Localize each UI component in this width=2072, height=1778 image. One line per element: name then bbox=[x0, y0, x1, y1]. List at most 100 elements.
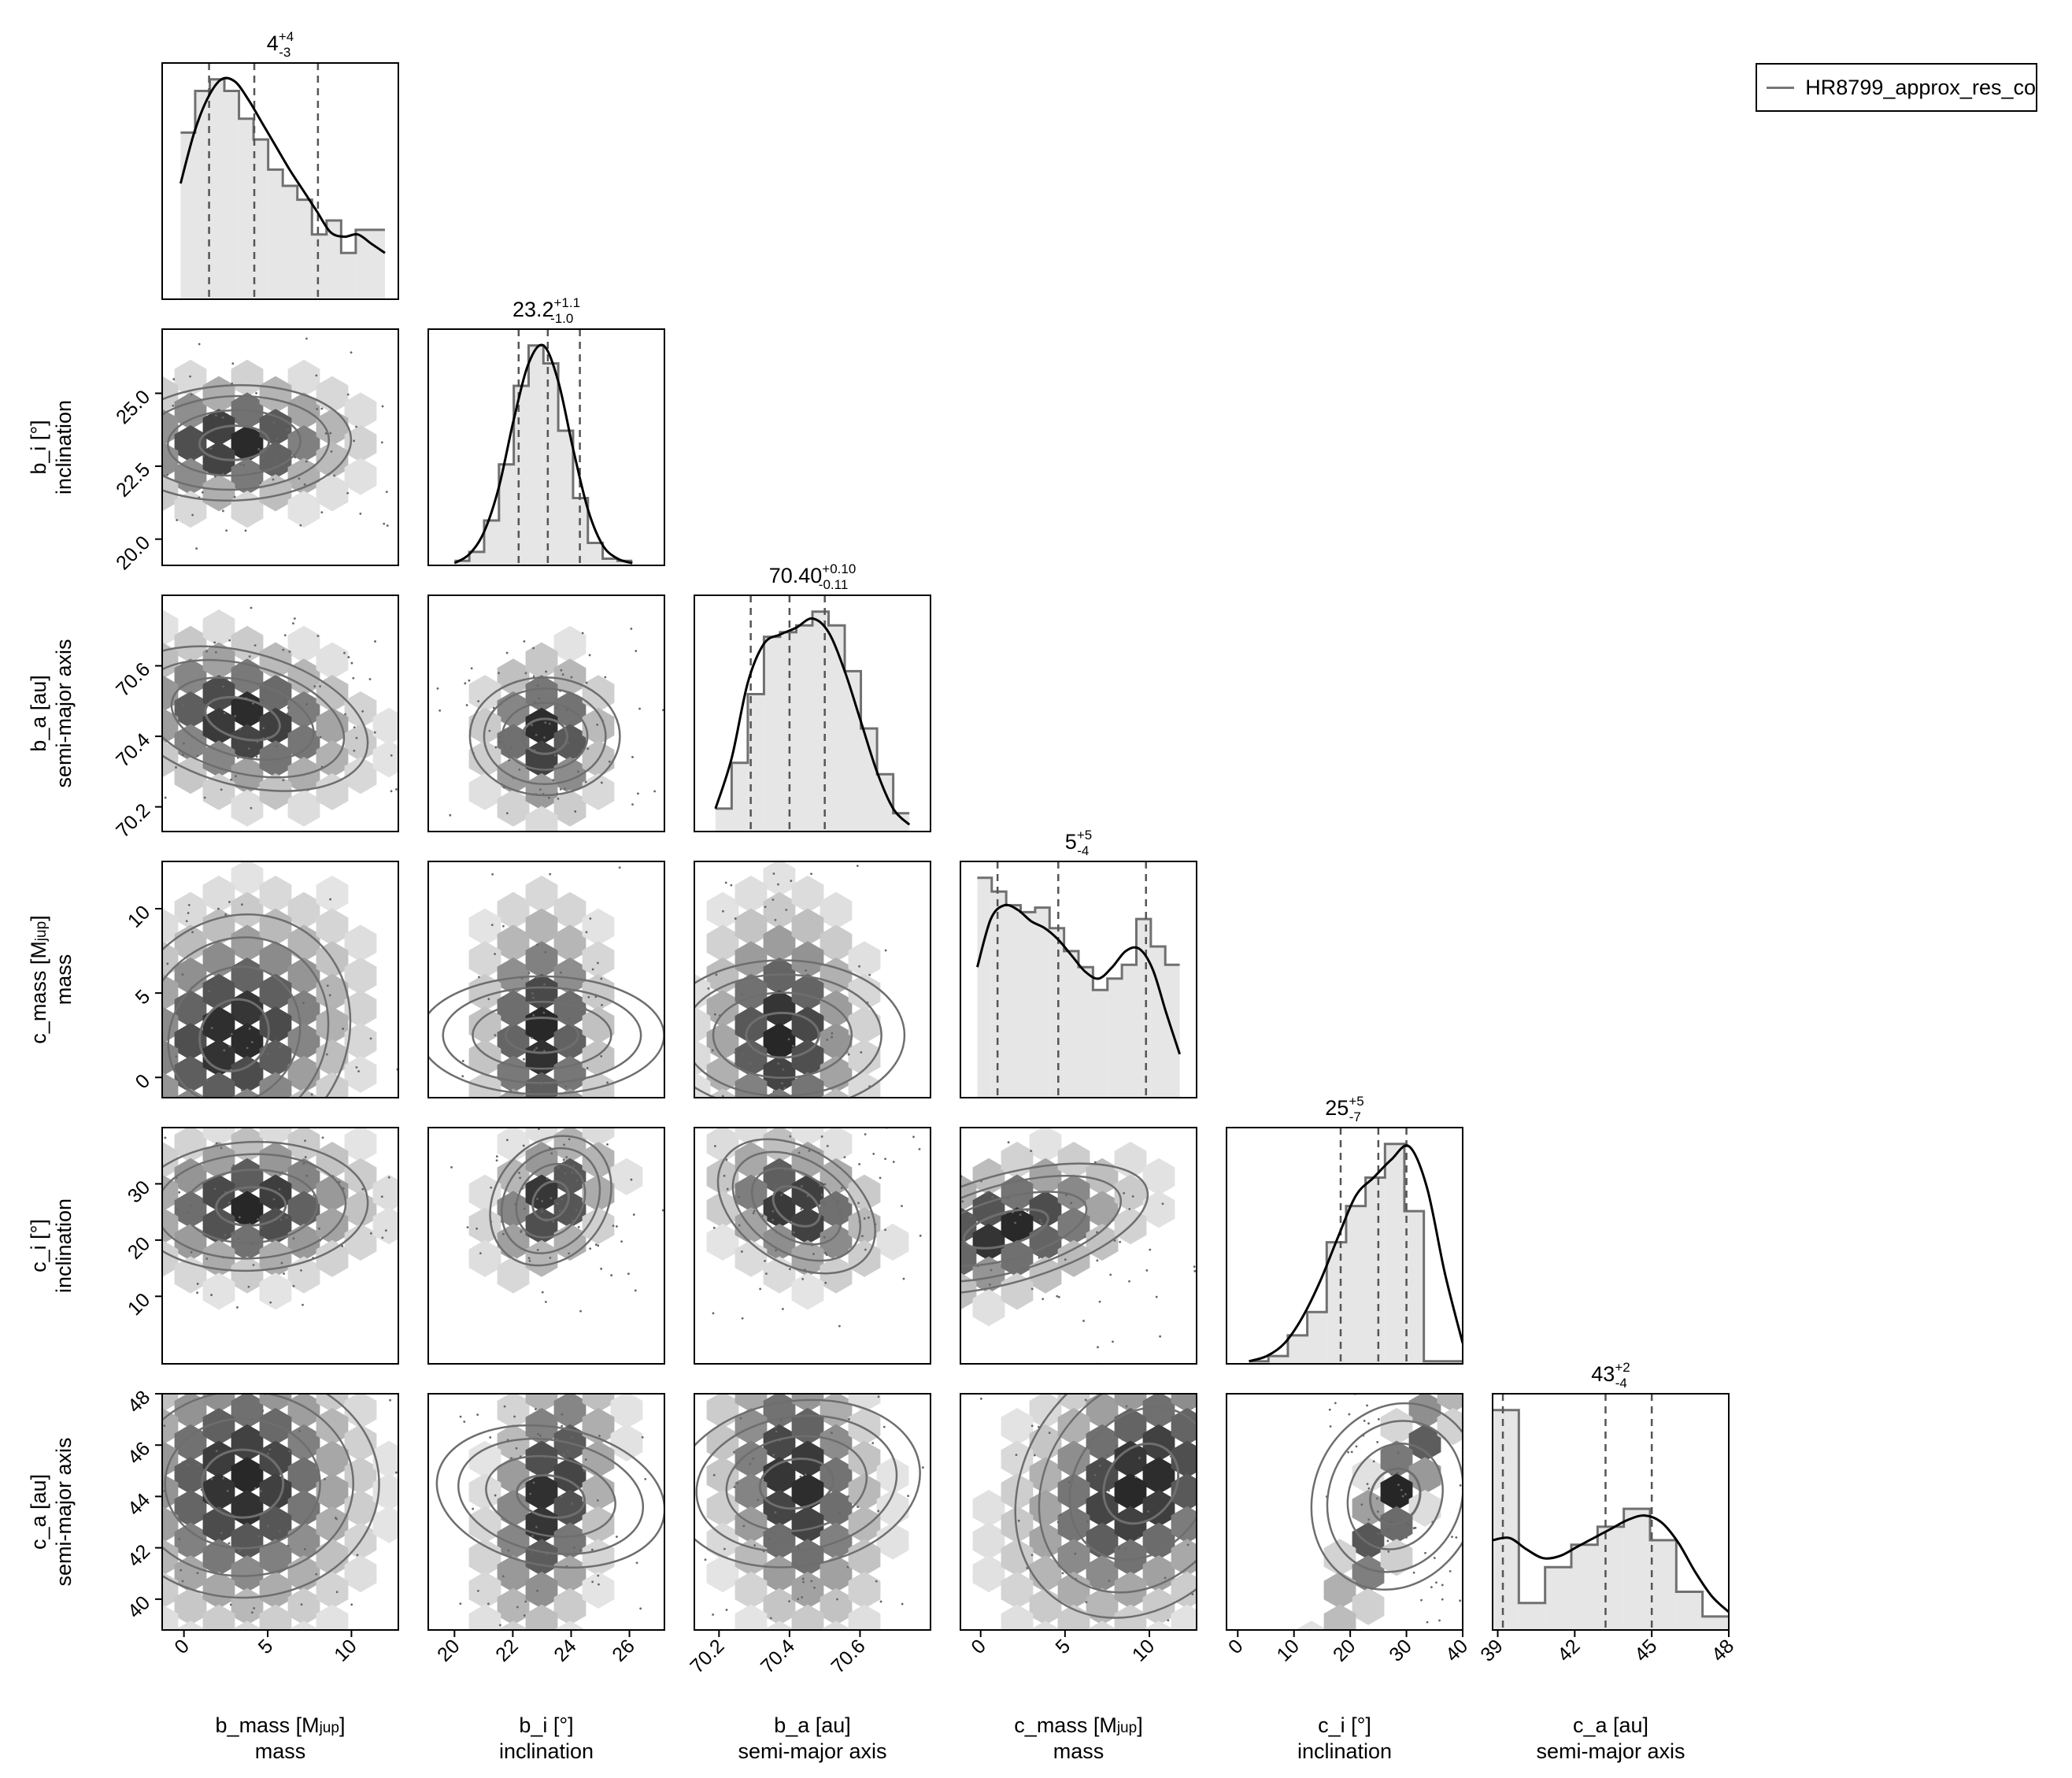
hexbin-cell bbox=[259, 1539, 292, 1576]
scatter-point bbox=[1101, 1348, 1104, 1350]
scatter-point bbox=[536, 1589, 539, 1592]
scatter-point bbox=[760, 1143, 763, 1146]
scatter-point bbox=[544, 950, 547, 954]
scatter-point bbox=[876, 1172, 879, 1174]
scatter-point bbox=[868, 973, 871, 976]
scatter-point bbox=[635, 1512, 638, 1514]
scatter-point bbox=[260, 1235, 262, 1239]
summary-plus: +5 bbox=[1077, 828, 1092, 843]
histogram-bar bbox=[1650, 1540, 1677, 1630]
scatter-point bbox=[31, 793, 33, 795]
scatter-point bbox=[146, 785, 149, 787]
scatter-point bbox=[294, 456, 297, 459]
scatter-point bbox=[568, 1138, 571, 1141]
scatter-point bbox=[1108, 1580, 1111, 1583]
scatter-point bbox=[679, 1154, 681, 1156]
scatter-point bbox=[1492, 1774, 1494, 1776]
x-axis-name: b_a [au] bbox=[774, 1713, 851, 1737]
scatter-point bbox=[156, 1199, 158, 1202]
hexbin-cell bbox=[525, 1440, 558, 1478]
scatter-point bbox=[536, 1198, 538, 1200]
hexbin-cell bbox=[118, 626, 150, 663]
contour-line bbox=[531, 1180, 570, 1221]
scatter-point bbox=[600, 1054, 603, 1058]
scatter-point bbox=[601, 1003, 603, 1006]
scatter-point bbox=[583, 1469, 586, 1472]
scatter-point bbox=[181, 1580, 184, 1583]
scatter-point bbox=[239, 463, 242, 465]
pair-frame bbox=[161, 861, 399, 1098]
scatter-point bbox=[475, 1227, 478, 1230]
scatter-point bbox=[1158, 1370, 1160, 1372]
scatter-point bbox=[506, 1114, 509, 1117]
scatter-point bbox=[495, 1155, 498, 1158]
scatter-point bbox=[19, 980, 21, 982]
scatter-point bbox=[1449, 1570, 1452, 1572]
scatter-point bbox=[879, 1176, 882, 1180]
hexbin-cell bbox=[231, 861, 264, 897]
hexbin-cell bbox=[316, 1072, 349, 1098]
x-tick-label: 10 bbox=[1128, 1635, 1159, 1665]
scatter-point bbox=[316, 408, 319, 410]
scatter-point bbox=[456, 1330, 458, 1332]
scatter-point bbox=[1191, 1593, 1194, 1595]
contour-line bbox=[162, 1153, 347, 1260]
scatter-point bbox=[281, 1654, 283, 1657]
scatter-point bbox=[912, 1135, 915, 1139]
scatter-point bbox=[1424, 1551, 1426, 1554]
hexbin-cell bbox=[316, 1006, 349, 1044]
scatter-point bbox=[712, 1303, 714, 1306]
diag-inner bbox=[453, 329, 633, 565]
scatter-point bbox=[1256, 1461, 1259, 1464]
scatter-point bbox=[158, 1404, 161, 1406]
hexbin-cell bbox=[174, 359, 207, 397]
hexbin-cell bbox=[316, 642, 349, 680]
hexbin-cell bbox=[706, 1055, 739, 1093]
hexbin-cell bbox=[734, 1604, 768, 1630]
hexbin-cell bbox=[848, 1394, 881, 1413]
scatter-point bbox=[783, 1169, 786, 1172]
scatter-point bbox=[772, 1454, 775, 1457]
y-tick-label: 5 bbox=[131, 986, 155, 1009]
scatter-point bbox=[510, 1457, 512, 1460]
scatter-point bbox=[466, 1226, 469, 1229]
hexbin-cell bbox=[259, 1039, 292, 1076]
scatter-point bbox=[1030, 1554, 1034, 1557]
scatter-point bbox=[259, 482, 262, 484]
scatter-point bbox=[380, 441, 383, 444]
hexbin-cell bbox=[763, 1088, 796, 1098]
hexbin-cell bbox=[162, 1571, 179, 1609]
scatter-point bbox=[84, 1250, 87, 1252]
hexbin-cell bbox=[202, 1571, 235, 1609]
scatter-point bbox=[182, 754, 184, 756]
scatter-point bbox=[739, 1308, 742, 1310]
contour-line bbox=[457, 1437, 645, 1555]
hexbin-cell bbox=[763, 1394, 796, 1429]
hexbin-cell bbox=[1001, 1604, 1034, 1630]
hexbin-cell bbox=[1142, 1587, 1175, 1625]
scatter-point bbox=[422, 757, 424, 759]
scatter-point bbox=[849, 1348, 852, 1350]
summary-minus: -1.0 bbox=[550, 311, 573, 326]
hexbin-cell bbox=[1171, 1343, 1204, 1380]
hexbin-cell bbox=[259, 1072, 292, 1098]
scatter-point bbox=[725, 1158, 728, 1161]
scatter-point bbox=[596, 1499, 599, 1502]
pair-cell-4-0 bbox=[156, 1127, 458, 1365]
scatter-point bbox=[1441, 1584, 1444, 1587]
scatter-point bbox=[111, 1478, 113, 1480]
scatter-point bbox=[505, 651, 509, 654]
hexbin-cell bbox=[553, 658, 586, 696]
scatter-point bbox=[215, 414, 217, 417]
scatter-point bbox=[380, 1372, 383, 1375]
hexbin-cell bbox=[287, 1394, 320, 1429]
hexbin-cell bbox=[259, 1571, 292, 1609]
contour-line bbox=[695, 1414, 898, 1553]
hexbin-cell bbox=[1086, 1587, 1119, 1625]
scatter-point bbox=[687, 602, 690, 604]
scatter-point bbox=[611, 1706, 613, 1708]
scatter-point bbox=[1420, 1598, 1423, 1602]
scatter-point bbox=[882, 1425, 886, 1428]
summary-minus: -0.11 bbox=[819, 577, 849, 592]
contour-line bbox=[960, 1175, 1123, 1283]
